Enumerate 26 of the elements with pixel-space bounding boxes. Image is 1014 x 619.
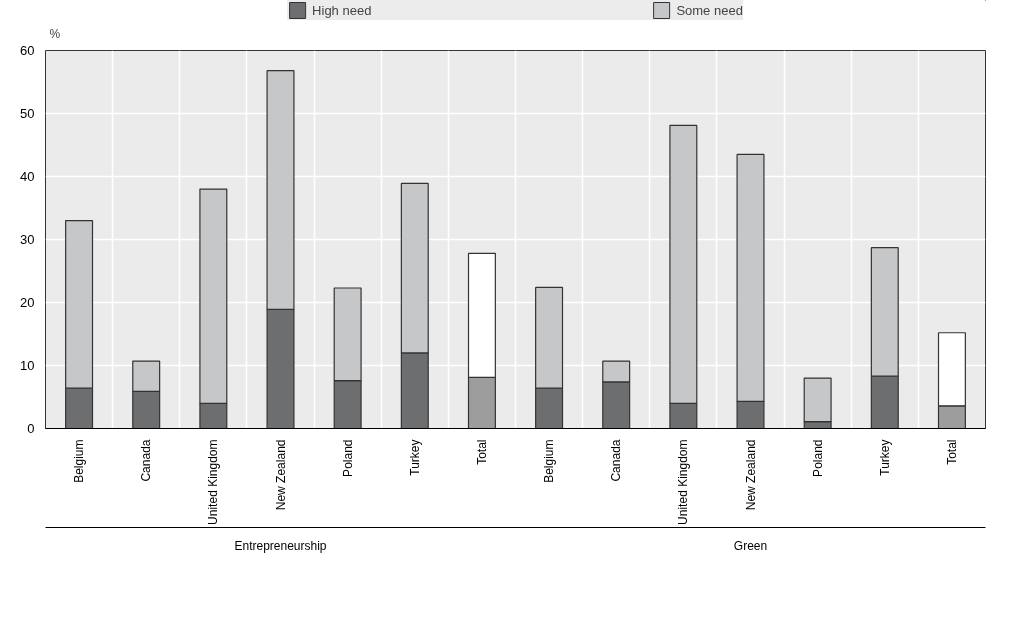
y-tick-label: 30 xyxy=(20,232,35,247)
y-axis-title: % xyxy=(49,26,61,41)
x-tick-label: New Zealand xyxy=(743,439,758,511)
y-tick-label: 60 xyxy=(20,43,35,58)
x-tick-label: Poland xyxy=(340,439,355,477)
x-tick-label: Belgium xyxy=(72,439,87,483)
y-tick-label: 50 xyxy=(20,106,35,121)
x-tick-label: United Kingdom xyxy=(206,439,221,525)
text: Entrepreneurship xyxy=(234,538,327,553)
x-tick-label: Total xyxy=(944,439,959,465)
y-tick-label: 0 xyxy=(27,421,35,436)
y-tick-label: 40 xyxy=(20,169,35,184)
x-tick-label: New Zealand xyxy=(273,439,288,511)
x-tick-label: Total xyxy=(474,439,489,465)
y-tick-label: 10 xyxy=(20,358,35,373)
legend-label: High need xyxy=(312,2,372,18)
x-tick-label: Poland xyxy=(810,439,825,477)
text: Green xyxy=(733,538,768,553)
y-tick-label: 20 xyxy=(20,295,35,310)
x-tick-label: Canada xyxy=(139,439,154,482)
x-tick-label: Turkey xyxy=(877,439,892,476)
x-tick-label: United Kingdom xyxy=(676,439,691,525)
x-tick-label: Turkey xyxy=(407,439,422,476)
legend-label: Some need xyxy=(676,2,743,18)
x-tick-label: Canada xyxy=(609,439,624,482)
x-tick-label: Belgium xyxy=(542,439,557,483)
